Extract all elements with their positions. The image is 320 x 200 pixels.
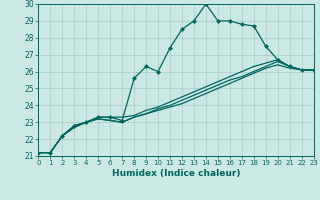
X-axis label: Humidex (Indice chaleur): Humidex (Indice chaleur) bbox=[112, 169, 240, 178]
